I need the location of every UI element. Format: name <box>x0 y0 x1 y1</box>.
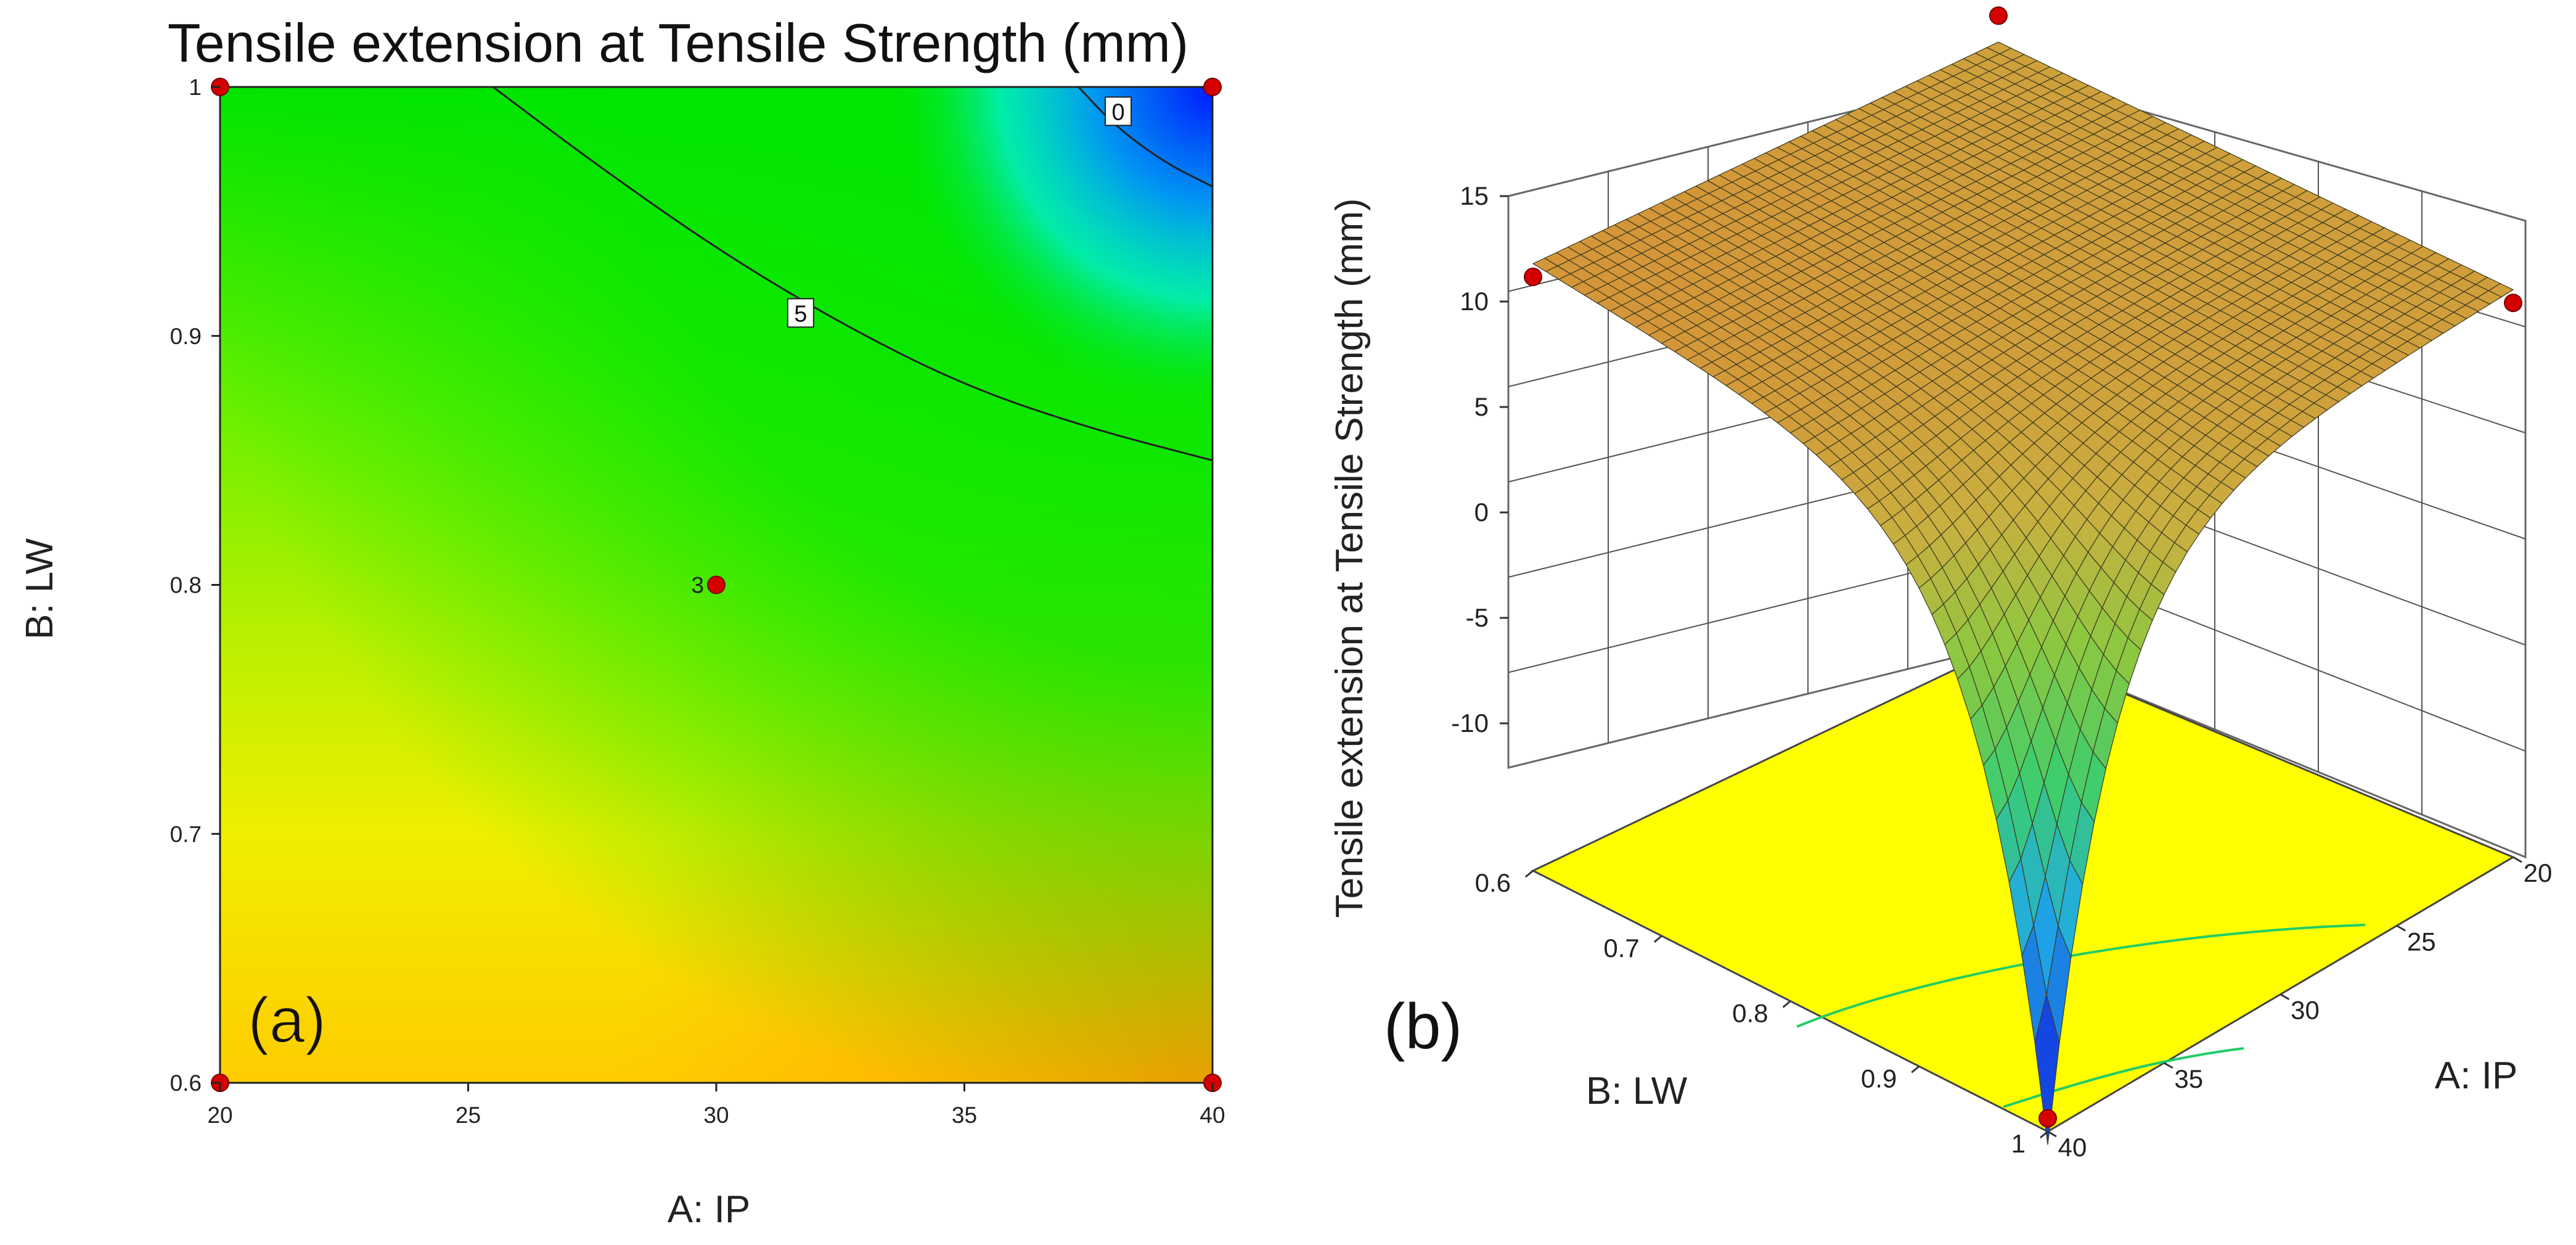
chart-a-title: Tensile extension at Tensile Strength (m… <box>168 12 1189 73</box>
z-axis-label-b: Tensile extension at Tensile Strength (m… <box>1328 198 1371 918</box>
y-tick-label-a: 0.9 <box>170 324 202 349</box>
y-tick-b <box>1911 1066 1920 1074</box>
x-axis-ticks-a: 20 25 30 35 40 <box>207 1083 1225 1128</box>
x-tick-b <box>2280 993 2290 1000</box>
z-tick-label: 5 <box>1474 392 1489 421</box>
y-tick-label-b: 1 <box>2011 1129 2026 1158</box>
y-tick-label-b: 0.6 <box>1475 868 1511 897</box>
x-tick-label-b: 25 <box>2407 927 2436 956</box>
design-point <box>1524 268 1542 286</box>
svg-text:0: 0 <box>1111 99 1124 125</box>
y-axis-label-a: B: LW <box>18 538 61 639</box>
x-axis-label-b: A: IP <box>2435 1054 2517 1097</box>
x-tick-label-b: 30 <box>2291 996 2320 1025</box>
z-tick-label: -10 <box>1451 709 1489 738</box>
contour-line-0 <box>1077 86 1213 187</box>
z-axis-ticks-b: 15 10 5 0 -5 -10 <box>1451 181 1508 738</box>
x-axis-label-a: A: IP <box>668 1188 750 1231</box>
contour-lines: 50 <box>492 86 1213 462</box>
design-points-b <box>1524 6 2522 1128</box>
panel-b: 15 10 5 0 -5 -10 20 25 30 35 40 0.6 0.7 0.8 0.9 1 Ten… <box>1328 6 2553 1162</box>
design-point <box>707 575 726 594</box>
y-axis-ticks-b: 0.6 0.7 0.8 0.9 1 <box>1475 868 2048 1158</box>
z-tick-label: 15 <box>1460 181 1489 210</box>
x-tick-label-a: 40 <box>1200 1103 1225 1128</box>
panel-label-a: (a) <box>248 985 326 1056</box>
y-tick-label-b: 0.9 <box>1861 1064 1897 1093</box>
design-point <box>2504 294 2522 313</box>
design-point <box>1203 78 1222 96</box>
panel-label-b: (b) <box>1384 991 1462 1062</box>
y-tick-label-a: 1 <box>189 75 202 100</box>
x-tick-b <box>2396 924 2406 932</box>
design-point <box>2038 1109 2057 1128</box>
z-tick-label: -5 <box>1466 603 1489 632</box>
z-tick-label: 10 <box>1460 287 1489 316</box>
y-tick-b <box>1782 1000 1791 1008</box>
contour-line-5 <box>492 86 1213 462</box>
x-tick-label-a: 35 <box>952 1103 977 1128</box>
y-tick-label-a: 0.8 <box>170 573 202 598</box>
x-tick-label-a: 30 <box>703 1103 729 1128</box>
x-tick-b <box>2513 856 2522 863</box>
y-axis-label-b: B: LW <box>1586 1070 1688 1112</box>
contour-label-5: 5 <box>787 298 814 328</box>
design-point <box>1989 6 2008 25</box>
y-tick-b <box>1525 869 1534 878</box>
y-tick-label-b: 0.7 <box>1603 934 1639 963</box>
y-tick-b <box>2040 1130 2048 1139</box>
z-tick-label: 0 <box>1474 498 1489 527</box>
x-axis-ticks-b: 20 25 30 35 40 <box>2047 856 2553 1162</box>
x-tick-label-a: 20 <box>207 1103 232 1128</box>
y-tick-label-b: 0.8 <box>1732 999 1768 1028</box>
x-tick-label-a: 25 <box>456 1103 481 1128</box>
x-tick-label-b: 20 <box>2524 858 2553 887</box>
contour-label-0: 0 <box>1105 96 1132 126</box>
svg-text:5: 5 <box>794 301 807 327</box>
response-surface <box>1532 41 2514 1145</box>
y-tick-label-a: 0.7 <box>170 821 202 847</box>
x-tick-b <box>2164 1062 2173 1069</box>
y-tick-b <box>1653 935 1662 943</box>
design-point-count: 3 <box>691 573 704 598</box>
x-tick-label-b: 40 <box>2058 1133 2087 1162</box>
surface-facet <box>2034 995 2060 1145</box>
x-tick-b <box>2047 1130 2057 1138</box>
panel-a: Tensile extension at Tensile Strength (m… <box>18 12 1225 1231</box>
y-axis-ticks-a: 0.6 0.7 0.8 0.9 1 <box>170 75 220 1096</box>
x-tick-label-b: 35 <box>2174 1064 2203 1093</box>
y-tick-label-a: 0.6 <box>170 1070 202 1096</box>
